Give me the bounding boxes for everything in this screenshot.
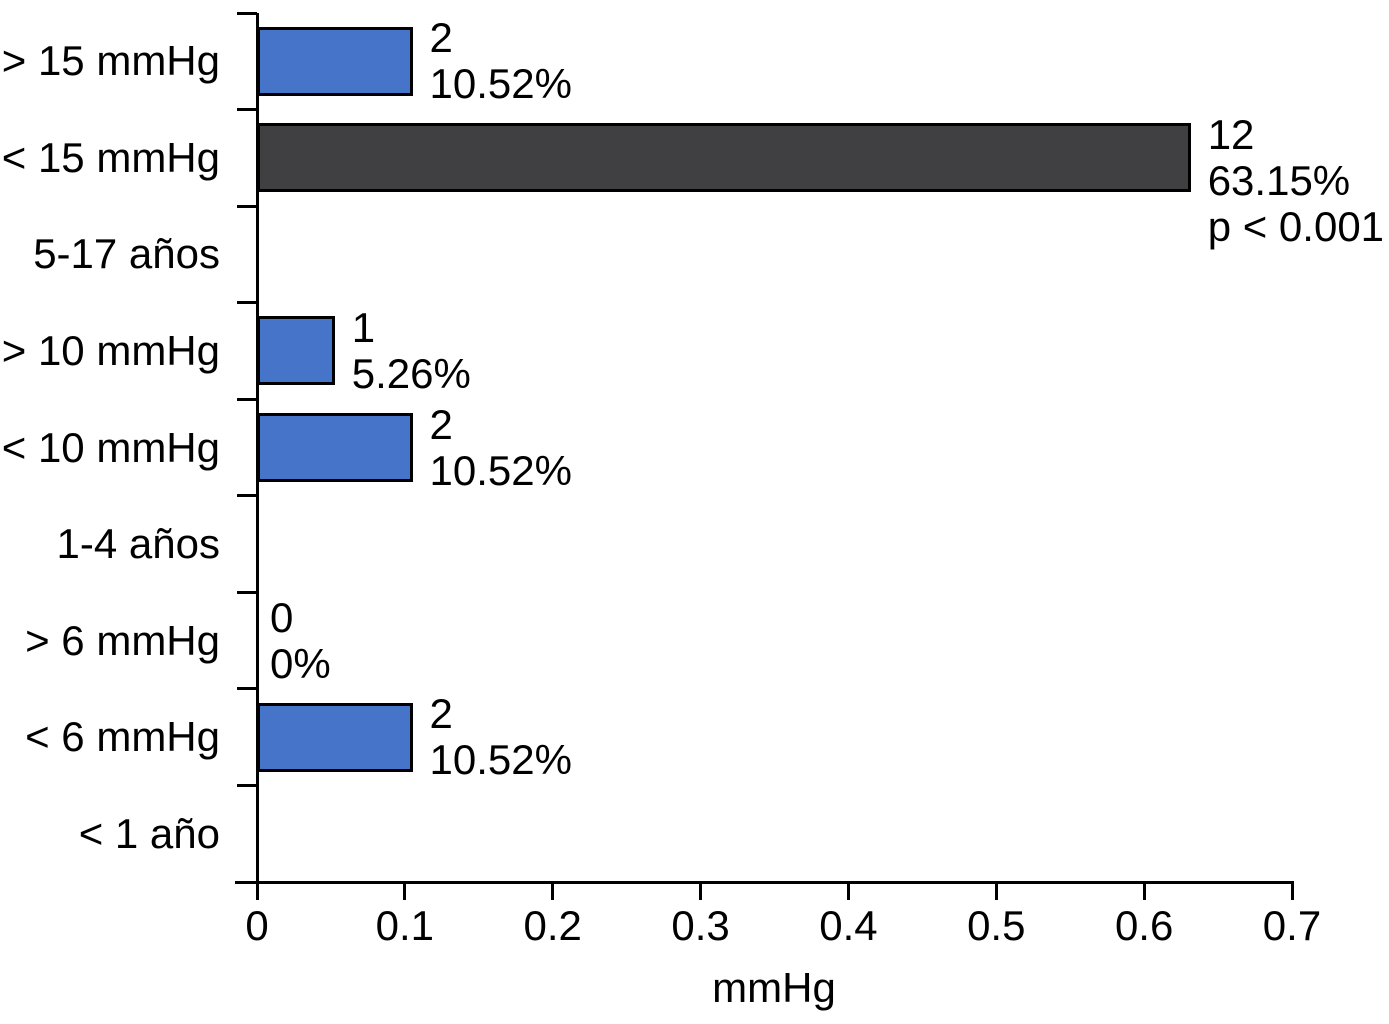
y-axis-tick: [237, 783, 257, 787]
category-label: < 15 mmHg: [1, 133, 220, 181]
category-label: < 10 mmHg: [1, 423, 220, 471]
x-axis-tick: [699, 882, 703, 900]
category-label: > 15 mmHg: [1, 37, 220, 85]
value-percent: 5.26%: [351, 349, 471, 397]
value-label: 1 5.26%: [351, 303, 471, 397]
value-count: 2: [429, 14, 453, 62]
x-axis-tick-label: 0.6: [1114, 902, 1174, 949]
value-percent: 10.52%: [429, 60, 572, 108]
value-count: 1: [351, 303, 376, 351]
x-axis-tick: [255, 882, 259, 900]
bar: [257, 413, 413, 482]
value-count: 2: [429, 400, 453, 448]
y-axis-tick: [237, 11, 257, 15]
y-axis-tick: [237, 494, 257, 498]
bar: [257, 26, 413, 96]
y-axis-tick: [237, 301, 257, 305]
x-axis-line: [235, 880, 1294, 884]
value-label: 2 10.52%: [430, 691, 572, 783]
value-label: 0 0%: [270, 593, 331, 687]
value-count: 2: [429, 690, 453, 738]
category-label: > 10 mmHg: [1, 326, 220, 374]
category-label: 1-4 años: [56, 520, 220, 568]
x-axis-tick: [994, 882, 998, 900]
x-axis-tick-label: 0.7: [1262, 902, 1322, 949]
value-percent: 10.52%: [429, 446, 572, 494]
x-axis-tick-label: 0.5: [967, 902, 1026, 949]
value-label: 12 63.15% p < 0.001: [1207, 110, 1385, 250]
category-label: < 1 año: [78, 809, 220, 857]
x-axis-title: mmHg: [712, 964, 836, 1011]
value-count: 12: [1207, 110, 1255, 158]
value-label: 2 10.52%: [429, 400, 572, 494]
category-label: > 6 mmHg: [25, 616, 220, 664]
bar: [257, 316, 335, 386]
value-percent: 63.15%: [1207, 156, 1351, 204]
x-axis-tick-label: 0: [245, 902, 269, 949]
x-axis-tick: [551, 882, 555, 900]
bar: [257, 123, 1191, 193]
x-axis-tick-label: 0.4: [819, 902, 878, 949]
value-percent: 0%: [270, 639, 331, 687]
value-percent: 10.52%: [429, 736, 572, 784]
x-axis-tick-label: 0.3: [671, 902, 730, 949]
x-axis-tick-label: 0.2: [523, 902, 582, 949]
x-axis-tick: [846, 882, 850, 900]
x-axis-tick: [1142, 882, 1146, 900]
bar: [257, 702, 413, 772]
x-axis-tick-label: 0.1: [375, 902, 435, 949]
x-axis-tick: [403, 882, 407, 900]
value-label: 2 10.52%: [430, 15, 572, 107]
p-value-annotation: p < 0.001: [1207, 202, 1385, 250]
category-label: < 6 mmHg: [25, 713, 220, 761]
value-count: 0: [270, 593, 294, 641]
y-axis-tick: [237, 687, 257, 691]
y-axis-tick: [237, 204, 257, 208]
category-label: 5-17 años: [33, 230, 220, 278]
x-axis-tick: [1290, 882, 1294, 900]
y-axis-tick: [237, 397, 257, 401]
y-axis-tick: [237, 590, 257, 594]
y-axis-tick: [237, 108, 257, 112]
